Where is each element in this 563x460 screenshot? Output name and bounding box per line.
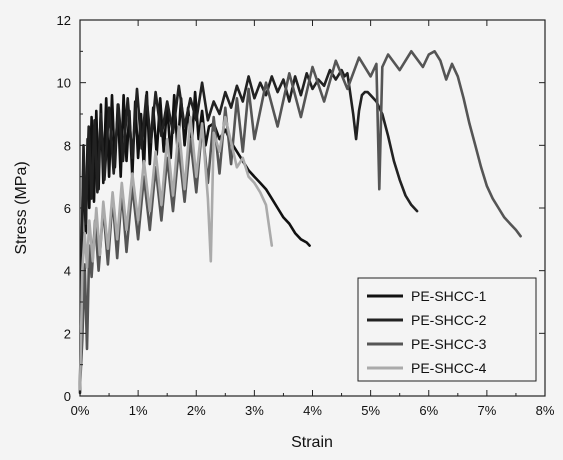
legend-label-2: PE-SHCC-2 [411,312,487,328]
x-tick-label: 4% [303,403,322,418]
x-tick-label: 0% [71,403,90,418]
x-tick-label: 7% [477,403,496,418]
x-tick-label: 1% [129,403,148,418]
ticks-layer: 0% 1% 2% 3% 4% 5% 6% 7% 8% 0 2 4 6 8 10 12 [57,13,555,418]
y-tick-label: 2 [64,326,71,341]
y-axis-label: Stress (MPa) [13,161,30,254]
series-line-2 [78,68,419,395]
y-tick-label: 10 [57,76,71,91]
x-tick-label: 3% [245,403,264,418]
y-tick-label: 4 [64,264,71,279]
y-tick-label: 12 [57,13,71,28]
y-tick-label: 0 [64,389,71,404]
x-axis-label: Strain [291,434,333,451]
x-tick-label: 6% [419,403,438,418]
y-tick-label: 8 [64,138,71,153]
x-tick-label: 8% [536,403,555,418]
series-line-4 [78,115,274,392]
y-tick-label: 6 [64,201,71,216]
legend: PE-SHCC-1 PE-SHCC-2 PE-SHCC-3 PE-SHCC-4 [357,277,537,382]
legend-label-3: PE-SHCC-3 [411,336,487,352]
legend-label-4: PE-SHCC-4 [411,360,487,376]
x-tick-label: 2% [187,403,206,418]
x-tick-label: 5% [361,403,380,418]
legend-label-1: PE-SHCC-1 [411,288,487,304]
series-layer [78,49,522,395]
